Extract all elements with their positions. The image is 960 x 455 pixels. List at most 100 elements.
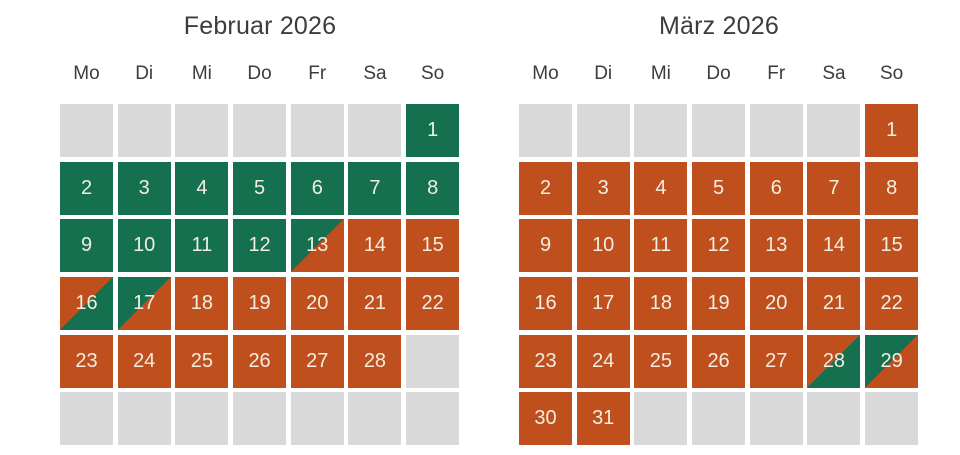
day-cell-0-3[interactable]: 3 [117, 161, 171, 215]
empty-day-cell [233, 392, 287, 446]
day-cell-0-11[interactable]: 11 [175, 219, 229, 273]
day-cell-1-31[interactable]: 31 [576, 392, 630, 446]
day-cell-0-10[interactable]: 10 [117, 219, 171, 273]
day-cell-0-6[interactable]: 6 [290, 161, 344, 215]
empty-day-cell [117, 104, 171, 157]
weekday-header-mo: Mo [532, 63, 559, 84]
day-cell-1-3[interactable]: 3 [576, 161, 630, 215]
empty-day-cell [290, 392, 344, 446]
day-cell-0-15[interactable]: 15 [406, 219, 460, 273]
day-cell-1-16[interactable]: 16 [519, 277, 572, 331]
day-cell-1-22[interactable]: 22 [865, 277, 919, 331]
day-cell-1-14[interactable]: 14 [807, 219, 861, 273]
day-cell-1-5[interactable]: 5 [692, 161, 746, 215]
day-cell-1-19[interactable]: 19 [692, 277, 746, 331]
weekday-header-di: Di [135, 63, 154, 84]
weekday-header-sa: Sa [822, 63, 846, 84]
day-cell-1-27[interactable]: 27 [749, 334, 803, 388]
empty-day-cell [692, 392, 746, 446]
empty-day-cell [348, 104, 402, 157]
empty-day-cell [576, 104, 630, 157]
empty-day-cell [60, 392, 113, 446]
day-cell-0-4[interactable]: 4 [175, 161, 229, 215]
day-cell-1-21[interactable]: 21 [807, 277, 861, 331]
weekday-header-mi: Mi [650, 63, 671, 84]
empty-day-cell [749, 392, 803, 446]
day-cell-0-26[interactable]: 26 [233, 334, 287, 388]
day-cell-0-1[interactable]: 1 [406, 104, 460, 157]
day-cell-1-12[interactable]: 12 [692, 219, 746, 273]
day-cell-1-8[interactable]: 8 [865, 161, 919, 215]
day-cell-1-20[interactable]: 20 [749, 277, 803, 331]
day-cell-1-23[interactable]: 23 [519, 334, 572, 388]
empty-day-cell [233, 104, 287, 157]
empty-day-cell [519, 104, 572, 157]
day-cell-0-19[interactable]: 19 [233, 277, 287, 331]
day-cell-1-7[interactable]: 7 [807, 161, 861, 215]
day-cell-1-18[interactable]: 18 [634, 277, 688, 331]
calendar-month-february: Februar 2026 Mo Di Mi Do Fr Sa So 1 2 3 4 5 6 7 8 9 10 1… [60, 8, 460, 446]
day-cell-0-5[interactable]: 5 [233, 161, 287, 215]
empty-day-cell [807, 104, 861, 157]
day-cell-1-24[interactable]: 24 [576, 334, 630, 388]
day-cell-1-6[interactable]: 6 [749, 161, 803, 215]
empty-day-cell [634, 392, 688, 446]
day-cell-0-16[interactable]: 16 [60, 277, 113, 331]
day-cell-0-7[interactable]: 7 [348, 161, 402, 215]
empty-day-cell [692, 104, 746, 157]
calendar-month-march: März 2026 Mo Di Mi Do Fr Sa So 1 2 3 4 5 6 7 8 9 10 11 12… [519, 8, 919, 446]
day-cell-1-17[interactable]: 17 [576, 277, 630, 331]
weekday-header-fr: Fr [767, 63, 786, 84]
weekday-header-row: Mo Di Mi Do Fr Sa So [60, 62, 460, 86]
empty-day-cell [406, 334, 460, 388]
day-grid: 1 2 3 4 5 6 7 8 9 10 11 12 13 14 15 16 17 18 19 20 21 22 23 24 2… [60, 104, 460, 446]
empty-day-cell [117, 392, 171, 446]
day-cell-0-13[interactable]: 13 [290, 219, 344, 273]
empty-day-cell [175, 392, 229, 446]
day-cell-1-15[interactable]: 15 [865, 219, 919, 273]
day-cell-1-26[interactable]: 26 [692, 334, 746, 388]
day-cell-0-25[interactable]: 25 [175, 334, 229, 388]
day-cell-0-2[interactable]: 2 [60, 161, 113, 215]
empty-day-cell [60, 104, 113, 157]
day-cell-1-29[interactable]: 29 [865, 334, 919, 388]
weekday-header-so: So [421, 63, 445, 84]
day-cell-1-11[interactable]: 11 [634, 219, 688, 273]
day-cell-1-25[interactable]: 25 [634, 334, 688, 388]
weekday-header-do: Do [706, 63, 731, 84]
day-cell-0-20[interactable]: 20 [290, 277, 344, 331]
day-cell-0-8[interactable]: 8 [406, 161, 460, 215]
day-cell-0-28[interactable]: 28 [348, 334, 402, 388]
day-cell-1-1[interactable]: 1 [865, 104, 919, 157]
day-cell-1-28[interactable]: 28 [807, 334, 861, 388]
day-cell-1-9[interactable]: 9 [519, 219, 572, 273]
weekday-header-sa: Sa [363, 63, 387, 84]
empty-day-cell [175, 104, 229, 157]
day-cell-0-23[interactable]: 23 [60, 334, 113, 388]
weekday-header-di: Di [594, 63, 613, 84]
day-cell-1-10[interactable]: 10 [576, 219, 630, 273]
day-cell-1-13[interactable]: 13 [749, 219, 803, 273]
month-title: Februar 2026 [183, 12, 337, 40]
day-grid: 1 2 3 4 5 6 7 8 9 10 11 12 13 14 15 16 17 18 19 20 21 22 23 24 2… [519, 104, 919, 446]
empty-day-cell [807, 392, 861, 446]
day-cell-0-14[interactable]: 14 [348, 219, 402, 273]
empty-day-cell [290, 104, 344, 157]
weekday-header-mo: Mo [73, 63, 100, 84]
day-cell-0-22[interactable]: 22 [406, 277, 460, 331]
day-cell-1-4[interactable]: 4 [634, 161, 688, 215]
day-cell-0-27[interactable]: 27 [290, 334, 344, 388]
month-title: März 2026 [659, 12, 779, 40]
weekday-header-fr: Fr [308, 63, 327, 84]
weekday-header-so: So [880, 63, 904, 84]
empty-day-cell [634, 104, 688, 157]
day-cell-0-9[interactable]: 9 [60, 219, 113, 273]
day-cell-0-12[interactable]: 12 [233, 219, 287, 273]
day-cell-0-17[interactable]: 17 [117, 277, 171, 331]
day-cell-0-18[interactable]: 18 [175, 277, 229, 331]
empty-day-cell [348, 392, 402, 446]
day-cell-1-30[interactable]: 30 [519, 392, 572, 446]
day-cell-1-2[interactable]: 2 [519, 161, 572, 215]
day-cell-0-24[interactable]: 24 [117, 334, 171, 388]
day-cell-0-21[interactable]: 21 [348, 277, 402, 331]
